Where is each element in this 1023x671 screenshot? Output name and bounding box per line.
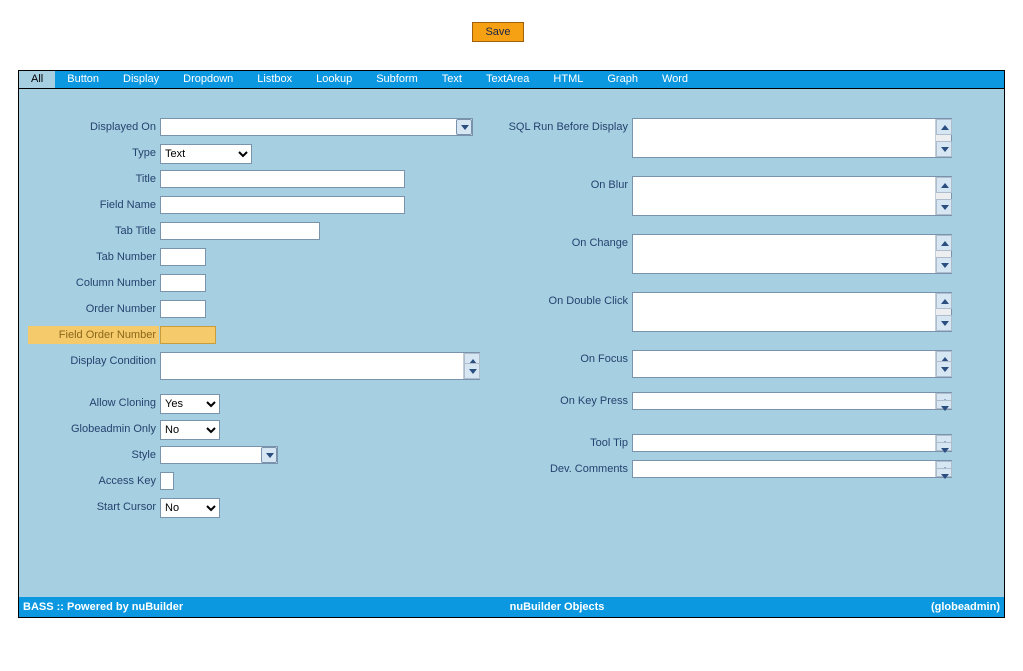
chevron-down-icon[interactable] xyxy=(936,442,952,451)
allow-cloning-select[interactable]: Yes xyxy=(160,394,220,414)
chevron-up-icon[interactable] xyxy=(936,235,952,251)
label-globeadmin-only: Globeadmin Only xyxy=(19,423,156,435)
globeadmin-only-select[interactable]: No xyxy=(160,420,220,440)
footer-left: BASS :: Powered by nuBuilder xyxy=(19,601,183,613)
chevron-down-icon[interactable] xyxy=(464,363,480,379)
footer-center: nuBuilder Objects xyxy=(183,601,931,613)
chevron-up-icon[interactable] xyxy=(936,293,952,309)
on-change-textarea[interactable] xyxy=(633,235,935,273)
label-order-number: Order Number xyxy=(19,303,156,315)
title-input[interactable] xyxy=(160,170,405,188)
label-sql-before: SQL Run Before Display xyxy=(479,121,628,133)
label-on-change: On Change xyxy=(479,237,628,249)
tab-lookup[interactable]: Lookup xyxy=(304,71,364,88)
chevron-down-icon[interactable] xyxy=(936,257,952,273)
access-key-input[interactable] xyxy=(160,472,174,490)
label-tab-title: Tab Title xyxy=(19,225,156,237)
scrollbar[interactable] xyxy=(935,177,951,215)
scrollbar[interactable] xyxy=(935,235,951,273)
label-displayed-on: Displayed On xyxy=(19,121,156,133)
tab-word[interactable]: Word xyxy=(650,71,700,88)
on-blur-wrap xyxy=(632,176,952,216)
tab-title-input[interactable] xyxy=(160,222,320,240)
label-access-key: Access Key xyxy=(19,475,156,487)
tab-all[interactable]: All xyxy=(19,71,55,88)
tab-graph[interactable]: Graph xyxy=(595,71,650,88)
tab-number-input[interactable] xyxy=(160,248,206,266)
label-column-number: Column Number xyxy=(19,277,156,289)
top-toolbar: Save xyxy=(0,0,1023,70)
chevron-down-icon[interactable] xyxy=(261,447,277,463)
dev-comments-wrap xyxy=(632,460,952,478)
on-change-wrap xyxy=(632,234,952,274)
label-on-keypress: On Key Press xyxy=(479,395,628,407)
scrollbar[interactable] xyxy=(935,461,951,477)
sql-before-wrap xyxy=(632,118,952,158)
scrollbar[interactable] xyxy=(935,119,951,157)
on-dblclick-wrap xyxy=(632,292,952,332)
tab-html[interactable]: HTML xyxy=(541,71,595,88)
chevron-down-icon[interactable] xyxy=(936,468,952,477)
tab-dropdown[interactable]: Dropdown xyxy=(171,71,245,88)
display-condition-textarea[interactable] xyxy=(161,353,463,379)
chevron-down-icon[interactable] xyxy=(936,199,952,215)
order-number-input[interactable] xyxy=(160,300,206,318)
label-field-order-number: Field Order Number xyxy=(28,326,159,344)
on-focus-wrap xyxy=(632,350,952,378)
app-frame: All Button Display Dropdown Listbox Look… xyxy=(18,70,1005,618)
chevron-down-icon[interactable] xyxy=(936,315,952,331)
type-select[interactable]: Text xyxy=(160,144,252,164)
chevron-down-icon[interactable] xyxy=(936,361,952,377)
tool-tip-wrap xyxy=(632,434,952,452)
label-on-blur: On Blur xyxy=(479,179,628,191)
scrollbar[interactable] xyxy=(935,351,951,377)
on-focus-textarea[interactable] xyxy=(633,351,935,377)
chevron-down-icon[interactable] xyxy=(936,141,952,157)
scrollbar[interactable] xyxy=(463,353,479,379)
scrollbar[interactable] xyxy=(935,293,951,331)
field-name-input[interactable] xyxy=(160,196,405,214)
tab-button[interactable]: Button xyxy=(55,71,111,88)
chevron-down-icon[interactable] xyxy=(936,400,952,409)
label-on-dblclick: On Double Click xyxy=(479,295,628,307)
form-area: Displayed On Type Text Title Field Name … xyxy=(19,89,1004,597)
tab-strip: All Button Display Dropdown Listbox Look… xyxy=(19,71,1004,89)
on-keypress-textarea[interactable] xyxy=(633,393,935,409)
scrollbar[interactable] xyxy=(935,435,951,451)
chevron-up-icon[interactable] xyxy=(936,177,952,193)
scrollbar[interactable] xyxy=(935,393,951,409)
dev-comments-textarea[interactable] xyxy=(633,461,935,477)
label-tool-tip: Tool Tip xyxy=(479,437,628,449)
tab-listbox[interactable]: Listbox xyxy=(245,71,304,88)
displayed-on-combo[interactable] xyxy=(160,118,473,136)
tab-text[interactable]: Text xyxy=(430,71,474,88)
label-display-condition: Display Condition xyxy=(19,355,156,367)
label-style: Style xyxy=(19,449,156,461)
tab-display[interactable]: Display xyxy=(111,71,171,88)
on-dblclick-textarea[interactable] xyxy=(633,293,935,331)
label-tab-number: Tab Number xyxy=(19,251,156,263)
footer-bar: BASS :: Powered by nuBuilder nuBuilder O… xyxy=(19,597,1004,617)
label-field-name: Field Name xyxy=(19,199,156,211)
label-on-focus: On Focus xyxy=(479,353,628,365)
footer-right: (globeadmin) xyxy=(931,601,1004,613)
field-order-number-input[interactable] xyxy=(160,326,216,344)
tab-textarea[interactable]: TextArea xyxy=(474,71,541,88)
label-type: Type xyxy=(19,147,156,159)
on-keypress-wrap xyxy=(632,392,952,410)
chevron-down-icon[interactable] xyxy=(456,119,472,135)
label-allow-cloning: Allow Cloning xyxy=(19,397,156,409)
label-start-cursor: Start Cursor xyxy=(19,501,156,513)
chevron-up-icon[interactable] xyxy=(936,119,952,135)
save-button[interactable]: Save xyxy=(472,22,524,42)
display-condition-wrap xyxy=(160,352,480,380)
on-blur-textarea[interactable] xyxy=(633,177,935,215)
label-dev-comments: Dev. Comments xyxy=(479,463,628,475)
tab-subform[interactable]: Subform xyxy=(364,71,430,88)
column-number-input[interactable] xyxy=(160,274,206,292)
start-cursor-select[interactable]: No xyxy=(160,498,220,518)
sql-before-textarea[interactable] xyxy=(633,119,935,157)
label-title: Title xyxy=(19,173,156,185)
tool-tip-textarea[interactable] xyxy=(633,435,935,451)
